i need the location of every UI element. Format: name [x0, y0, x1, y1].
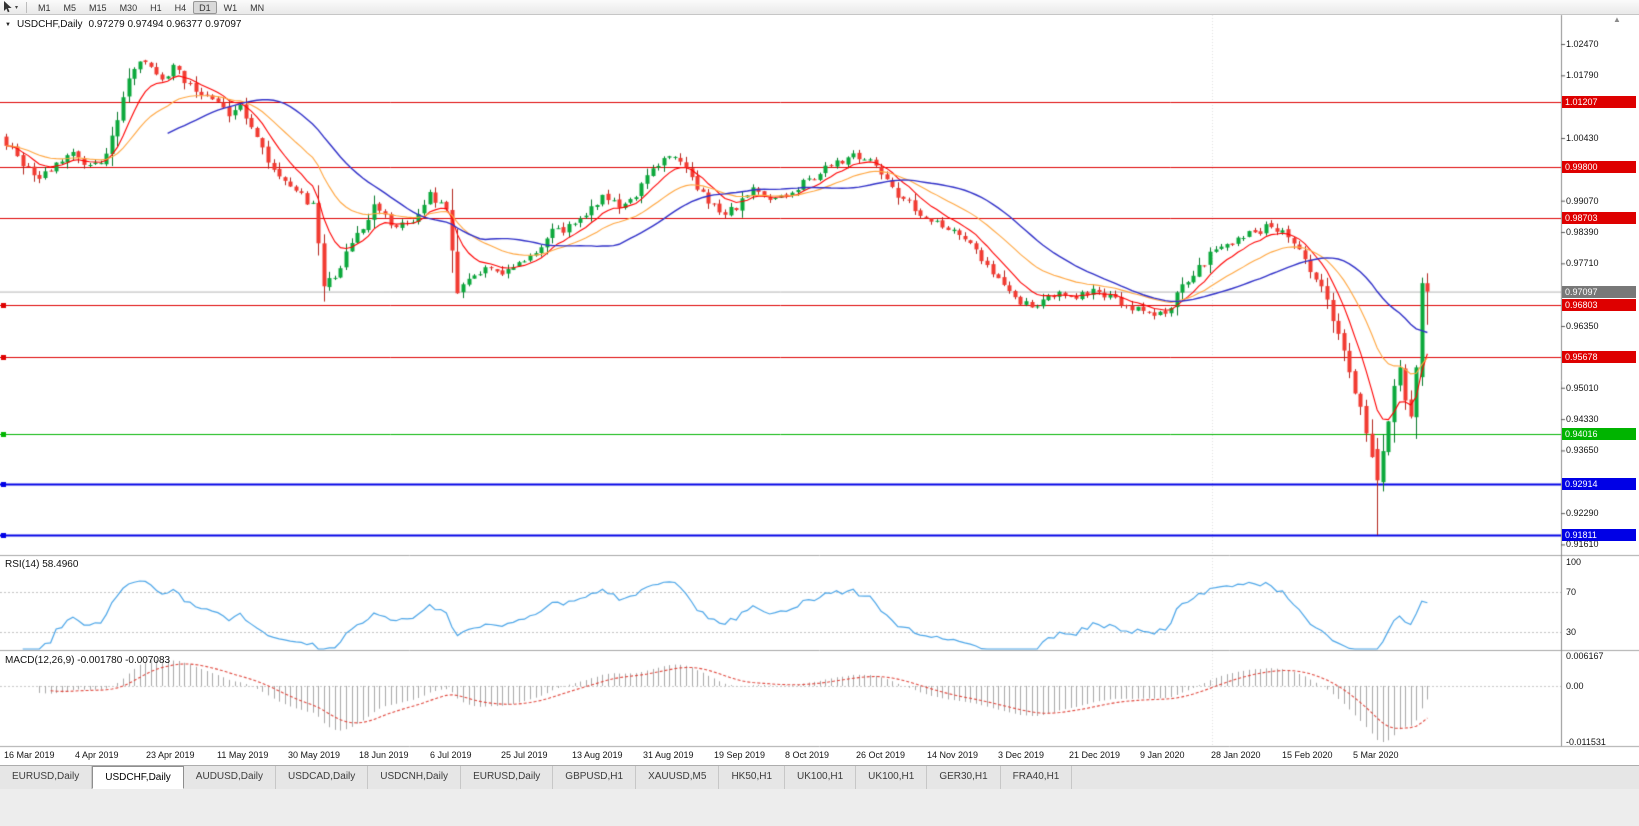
chart-tab-gbpusd-h1[interactable]: GBPUSD,H1: [553, 766, 637, 789]
timeframe-button-w1[interactable]: W1: [223, 2, 238, 13]
timeframe-button-m1[interactable]: M1: [38, 2, 51, 13]
timeframe-button-h1[interactable]: H1: [150, 2, 162, 13]
chart-tab-uk100-h1[interactable]: UK100,H1: [785, 766, 857, 789]
chart-tab-eurusd-daily[interactable]: EURUSD,Daily: [0, 766, 93, 789]
objects-caret-icon[interactable]: ▼: [5, 21, 11, 28]
timeframe-button-h4[interactable]: H4: [174, 2, 187, 13]
chart-tab-usdcad-daily[interactable]: USDCAD,Daily: [276, 766, 369, 789]
chart-tab-eurusd-daily[interactable]: EURUSD,Daily: [461, 766, 554, 789]
chart-tab-hk50-h1[interactable]: HK50,H1: [719, 766, 786, 789]
chart-tab-xauusd-m5[interactable]: XAUUSD,M5: [636, 766, 720, 789]
chart-tab-usdchf-daily[interactable]: USDCHF,Daily: [92, 766, 184, 789]
timeframe-button-d1[interactable]: D1: [193, 0, 217, 14]
cursor-tool-icon[interactable]: [3, 1, 14, 13]
toolbar-separator: [26, 1, 28, 13]
chart-tab-ger30-h1[interactable]: GER30,H1: [927, 766, 1001, 789]
chart-tabs-bar: EURUSD,Daily USDCHF,Daily AUDUSD,Daily USDC…: [0, 765, 1639, 789]
timeframe-button-m5[interactable]: M5: [63, 2, 77, 13]
timeframe-buttons: M1 M5 M15 M30 H1 H4 D1 W1 MN: [32, 0, 271, 14]
timeframe-button-m15[interactable]: M15: [89, 2, 107, 13]
chart-tab-audusd-daily[interactable]: AUDUSD,Daily: [184, 766, 277, 789]
axis-scroll-up-icon[interactable]: ▲: [1613, 15, 1621, 24]
tool-dropdown-caret-icon[interactable]: ▾: [15, 4, 19, 11]
chart-tab-uk100-h1[interactable]: UK100,H1: [856, 766, 928, 789]
timeframe-button-mn[interactable]: MN: [250, 2, 265, 13]
timeframe-toolbar: ▾ M1 M5 M15 M30 H1 H4 D1 W1 MN: [0, 0, 1639, 15]
status-bar: [0, 789, 1639, 826]
chart-tab-usdcnh-daily[interactable]: USDCNH,Daily: [368, 766, 462, 789]
chart-tab-fra40-h1[interactable]: FRA40,H1: [1001, 766, 1073, 789]
timeframe-button-m30[interactable]: M30: [119, 2, 138, 13]
